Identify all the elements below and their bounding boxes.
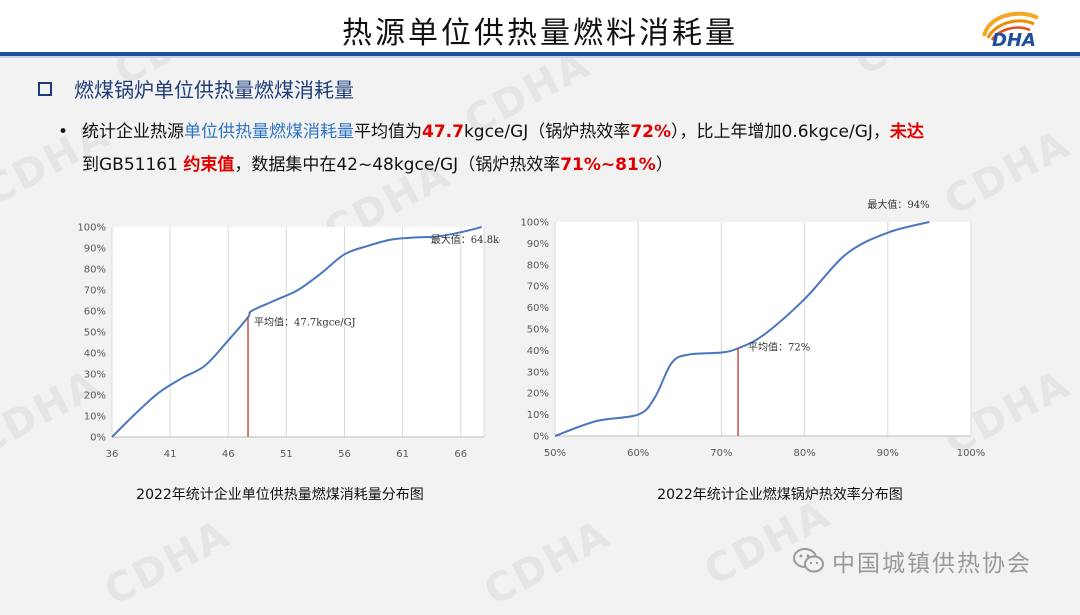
efficiency-distribution-chart: 50% 60% 70% 80% 90% 100% 0% 10% 20% 30% 40% 50% 60% 7… xyxy=(520,198,986,459)
logo-text: DHA xyxy=(992,30,1036,50)
text-segment: ），比上年增加0.6kgce/GJ， xyxy=(671,122,890,142)
y-tick-label: 70% xyxy=(527,282,549,293)
text-segment: ，数据集中在42~48kgce/GJ（锅炉热效率 xyxy=(234,155,561,175)
x-tick-label: 50% xyxy=(544,448,566,459)
highlight-not-reached: 未达 xyxy=(889,122,924,142)
highlight-average: 47.7 xyxy=(422,122,464,142)
y-tick-label: 60% xyxy=(84,307,106,318)
x-tick-label: 90% xyxy=(877,448,899,459)
x-tick-label: 100% xyxy=(957,448,986,459)
chart-caption-efficiency: 2022年统计企业燃煤锅炉热效率分布图 xyxy=(657,487,903,503)
footer-brand: 中国城镇供热协会 xyxy=(792,544,1032,578)
text-segment: ） xyxy=(655,155,673,175)
x-tick-label: 46 xyxy=(222,449,235,460)
wechat-icon xyxy=(793,548,824,573)
y-tick-label: 40% xyxy=(527,346,549,357)
square-bullet-icon xyxy=(38,81,52,96)
watermark: CDHA xyxy=(97,511,238,615)
page-title: 热源单位供热量燃料消耗量 xyxy=(342,16,738,51)
y-tick-label: 70% xyxy=(84,286,106,297)
y-tick-label: 60% xyxy=(527,303,549,314)
header-divider xyxy=(0,52,1080,56)
y-tick-label: 50% xyxy=(527,325,549,336)
bullet-icon: • xyxy=(58,122,69,142)
y-tick-label: 40% xyxy=(84,349,106,360)
summary-line-2: 到GB51161 约束值，数据集中在42~48kgce/GJ（锅炉热效率71%~… xyxy=(82,149,673,182)
y-tick-label: 10% xyxy=(527,410,549,421)
y-tick-label: 100% xyxy=(520,218,549,229)
y-tick-label: 20% xyxy=(527,389,549,400)
y-tick-label: 0% xyxy=(533,432,549,443)
text-segment: 统计企业热源 xyxy=(82,122,184,142)
y-tick-label: 10% xyxy=(84,412,106,423)
max-annotation: 最大值：64.8kgce/GJ xyxy=(431,233,500,246)
section-title: 燃煤锅炉单位供热量燃煤消耗量 xyxy=(74,78,354,102)
x-tick-label: 56 xyxy=(338,449,351,460)
x-tick-label: 61 xyxy=(396,449,409,460)
y-tick-label: 30% xyxy=(527,367,549,378)
max-annotation: 最大值：94% xyxy=(867,198,929,211)
y-tick-label: 80% xyxy=(84,265,106,276)
y-tick-label: 30% xyxy=(84,370,106,381)
y-tick-label: 100% xyxy=(77,223,106,234)
x-tick-label: 36 xyxy=(106,449,119,460)
y-tick-label: 90% xyxy=(527,239,549,250)
header-bar: 热源单位供热量燃料消耗量 DHA xyxy=(0,0,1080,52)
summary-line-1: 统计企业热源单位供热量燃煤消耗量平均值为47.7kgce/GJ（锅炉热效率72%… xyxy=(82,116,924,149)
highlight-range: 71%~81% xyxy=(560,155,656,175)
highlight-term: 单位供热量燃煤消耗量 xyxy=(184,122,354,142)
text-segment: kgce/GJ（锅炉热效率 xyxy=(463,122,631,142)
section-heading: 燃煤锅炉单位供热量燃煤消耗量 xyxy=(38,74,354,103)
plot-area xyxy=(112,227,484,437)
y-tick-label: 80% xyxy=(527,260,549,271)
series-line xyxy=(111,226,482,438)
x-tick-label: 41 xyxy=(164,449,177,460)
y-tick-label: 20% xyxy=(84,391,106,402)
chart-caption-consumption: 2022年统计企业单位供热量燃煤消耗量分布图 xyxy=(136,487,424,503)
text-segment: 到GB51161 xyxy=(82,155,184,175)
dha-logo: DHA xyxy=(982,11,1039,50)
x-tick-label: 51 xyxy=(280,449,293,460)
watermark: CDHA xyxy=(697,491,838,595)
average-annotation: 平均值：72% xyxy=(748,340,810,353)
x-tick-label: 66 xyxy=(454,449,467,460)
footer-text: 中国城镇供热协会 xyxy=(832,551,1032,577)
highlight-constraint: 约束值 xyxy=(183,155,235,175)
header-divider-thin xyxy=(0,56,1080,58)
plot-area xyxy=(555,222,971,436)
y-tick-label: 90% xyxy=(84,244,106,255)
x-tick-label: 60% xyxy=(627,448,649,459)
y-tick-label: 50% xyxy=(84,328,106,339)
average-annotation: 平均值：47.7kgce/GJ xyxy=(254,315,356,328)
y-tick-label: 0% xyxy=(90,433,106,444)
text-segment: 平均值为 xyxy=(354,122,422,142)
x-tick-label: 70% xyxy=(710,448,732,459)
watermark: CDHA xyxy=(477,511,618,615)
x-tick-label: 80% xyxy=(793,448,815,459)
highlight-efficiency: 72% xyxy=(630,122,672,142)
series-line xyxy=(554,221,930,437)
consumption-distribution-chart: 36 41 46 51 56 61 66 0% 10% 20% 30% 40% 50% 60% 70% 80%… xyxy=(77,223,500,461)
